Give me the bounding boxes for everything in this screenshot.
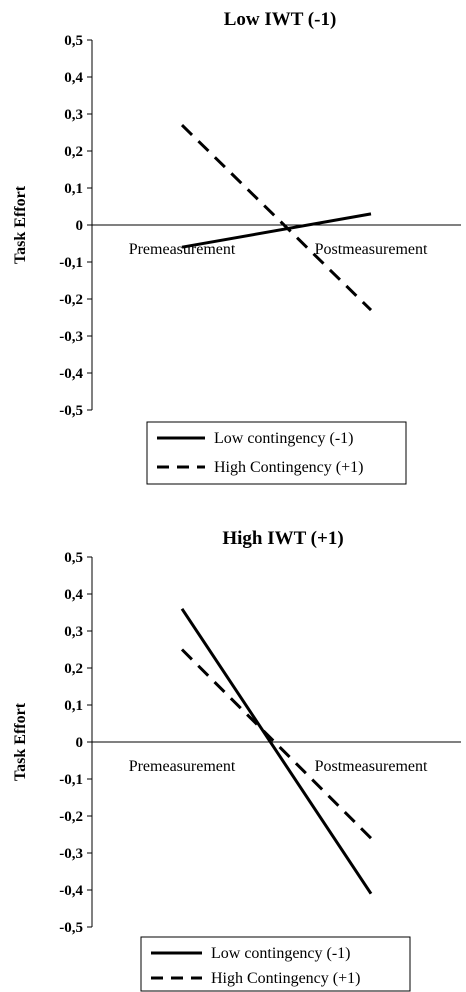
- legend-box: [146, 421, 407, 485]
- y-tick-label: 0,4: [64, 70, 83, 86]
- legend-entry-low-contingency: Low contingency (-1): [214, 430, 354, 447]
- legend-entry-high-contingency: High Contingency (+1): [211, 970, 360, 987]
- y-tick-label: 0,1: [64, 698, 83, 714]
- category-label-post: Postmeasurement: [315, 758, 428, 775]
- y-tick-label: 0: [76, 735, 84, 751]
- y-tick-label: 0,4: [64, 587, 83, 603]
- y-tick-label: -0,1: [59, 255, 83, 271]
- legend-entry-low-contingency: Low contingency (-1): [211, 945, 351, 962]
- y-tick-label: 0,2: [64, 144, 83, 160]
- category-label-post: Postmeasurement: [315, 241, 428, 258]
- legend: Low contingency (-1) High Contingency (+…: [140, 936, 411, 992]
- y-tick-label: -0,3: [59, 846, 83, 862]
- y-tick-label: 0,3: [64, 107, 83, 123]
- y-tick-label: -0,4: [59, 366, 83, 382]
- chart-low-iwt: Low IWT (-1) Task Effort Premeasurement …: [12, 9, 461, 485]
- legend-entry-high-contingency: High Contingency (+1): [214, 459, 363, 476]
- chart-title: Low IWT (-1): [224, 9, 337, 30]
- series-line-high-contingency: [180, 648, 373, 840]
- y-tick-label: 0,5: [64, 550, 83, 566]
- series-line-low-contingency: [181, 212, 372, 249]
- chart-title: High IWT (+1): [222, 528, 343, 549]
- series-line-low-contingency: [180, 607, 373, 895]
- y-tick-label: 0,3: [64, 624, 83, 640]
- y-tick-label: 0,2: [64, 661, 83, 677]
- y-tick-label: -0,4: [59, 883, 83, 899]
- y-tick-label: 0,5: [64, 33, 83, 49]
- y-tick-label: -0,2: [59, 809, 83, 825]
- y-axis-label: Task Effort: [12, 185, 29, 264]
- y-axis-label: Task Effort: [12, 702, 29, 781]
- y-tick-label: -0,5: [59, 920, 83, 936]
- legend: Low contingency (-1) High Contingency (+…: [146, 421, 407, 485]
- y-tick-label: 0: [76, 218, 84, 234]
- y-tick-label: -0,2: [59, 292, 83, 308]
- legend-box: [140, 936, 411, 992]
- y-tick-label: -0,5: [59, 403, 83, 419]
- series-line-high-contingency: [180, 124, 373, 312]
- y-tick-label: -0,3: [59, 329, 83, 345]
- category-label-pre: Premeasurement: [129, 241, 236, 258]
- y-tick-label: 0,1: [64, 181, 83, 197]
- chart-high-iwt: High IWT (+1) Task Effort Premeasurement…: [12, 528, 461, 992]
- category-label-pre: Premeasurement: [129, 758, 236, 775]
- y-tick-label: -0,1: [59, 772, 83, 788]
